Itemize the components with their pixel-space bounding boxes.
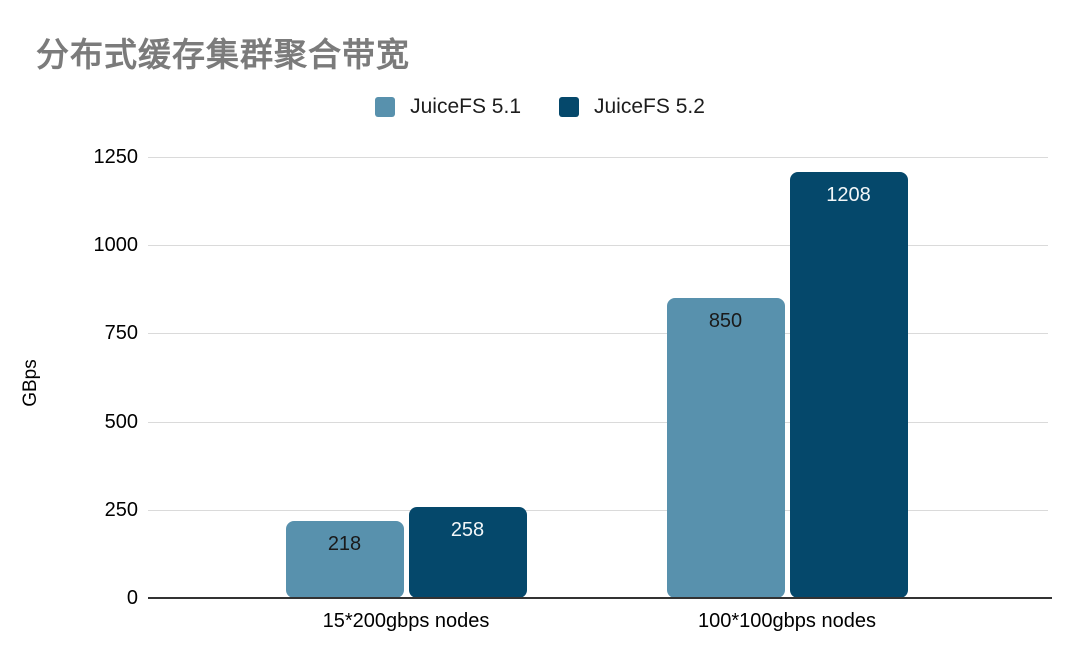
- gridline: [148, 245, 1048, 247]
- bar-value-label: 218: [327, 533, 362, 556]
- x-axis-line: [148, 597, 1052, 599]
- y-tick-label: 500: [104, 410, 138, 433]
- legend: JuiceFS 5.1 JuiceFS 5.2: [0, 95, 1080, 119]
- y-tick-label: 1000: [93, 234, 139, 257]
- gridline: [148, 509, 1048, 511]
- bar-juicefs-5.2: 1208: [789, 171, 908, 598]
- y-tick-label: 750: [104, 322, 138, 345]
- x-category-label: 100*100gbps nodes: [698, 610, 876, 632]
- y-tick-label: 1250: [93, 146, 139, 168]
- gridline: [148, 157, 1048, 158]
- y-axis-title: GBps: [20, 359, 41, 407]
- bar-value-label: 850: [708, 310, 743, 333]
- legend-swatch: [559, 97, 579, 117]
- y-tick-label: 0: [126, 587, 138, 609]
- legend-label: JuiceFS 5.1: [410, 95, 521, 118]
- bar-juicefs-5.1: 218: [285, 521, 404, 598]
- legend-swatch: [375, 97, 396, 117]
- bar-value-label: 1208: [826, 183, 871, 206]
- bar-value-label: 258: [450, 518, 485, 541]
- y-tick-label: 250: [104, 498, 138, 521]
- x-category-label: 15*200gbps nodes: [322, 610, 490, 632]
- chart-title: 分布式缓存集群聚合带宽: [36, 36, 410, 73]
- legend-item: JuiceFS 5.2: [559, 95, 705, 119]
- gridline: [148, 333, 1048, 335]
- legend-label: JuiceFS 5.2: [594, 95, 705, 118]
- legend-item: JuiceFS 5.1: [375, 95, 521, 119]
- bar-juicefs-5.1: 850: [666, 298, 785, 598]
- gridline: [148, 421, 1048, 423]
- bar-juicefs-5.2: 258: [408, 506, 527, 598]
